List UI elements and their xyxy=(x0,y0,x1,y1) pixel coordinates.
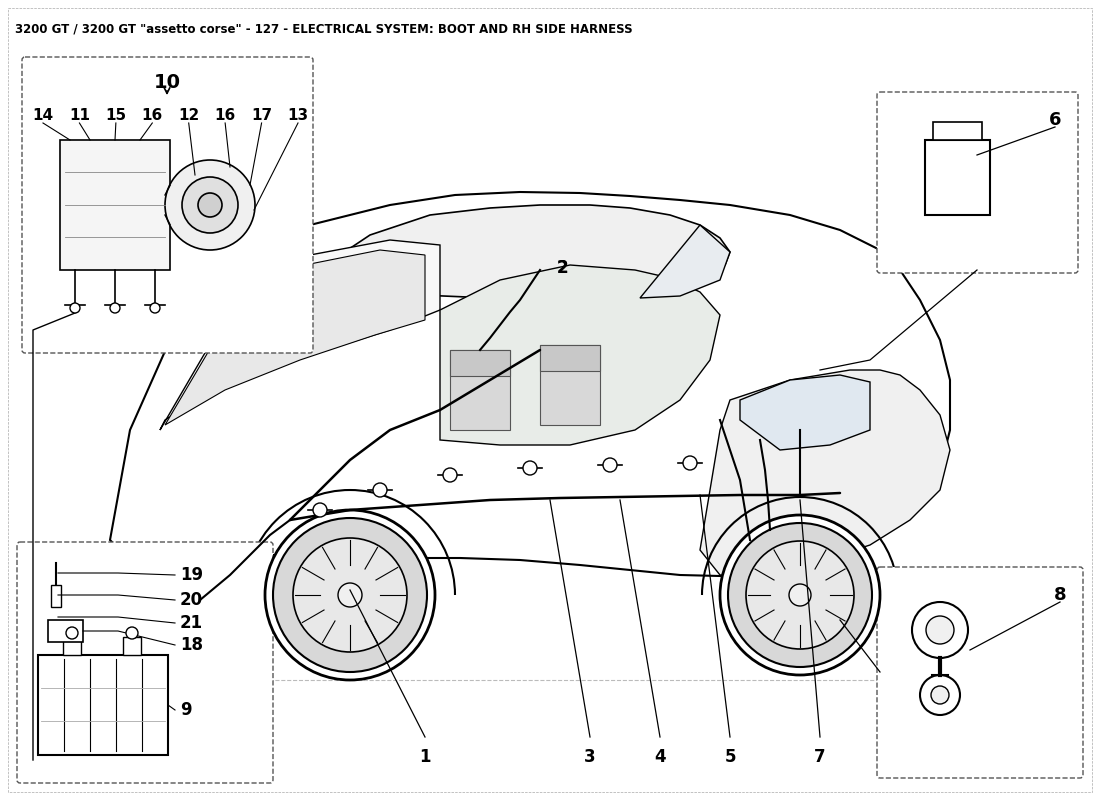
Polygon shape xyxy=(740,375,870,450)
Bar xyxy=(925,140,990,215)
Bar xyxy=(39,655,168,755)
Text: 19: 19 xyxy=(180,566,204,584)
Text: 14: 14 xyxy=(32,107,54,122)
FancyBboxPatch shape xyxy=(877,92,1078,273)
Circle shape xyxy=(110,303,120,313)
Polygon shape xyxy=(160,240,440,430)
Circle shape xyxy=(273,518,427,672)
Circle shape xyxy=(522,461,537,475)
Text: 12: 12 xyxy=(178,107,199,122)
Bar xyxy=(60,140,170,270)
Polygon shape xyxy=(165,250,425,425)
Text: 17: 17 xyxy=(251,107,272,122)
Text: eurospares: eurospares xyxy=(594,355,786,385)
Text: 11: 11 xyxy=(69,107,90,122)
Text: 2: 2 xyxy=(557,259,568,277)
Text: 10: 10 xyxy=(154,73,180,91)
Circle shape xyxy=(603,458,617,472)
Text: 6: 6 xyxy=(1048,111,1062,129)
Circle shape xyxy=(70,303,80,313)
Text: 3200 GT / 3200 GT "assetto corse" - 127 - ELECTRICAL SYSTEM: BOOT AND RH SIDE HA: 3200 GT / 3200 GT "assetto corse" - 127 … xyxy=(15,22,632,35)
Circle shape xyxy=(265,510,434,680)
Text: 4: 4 xyxy=(654,748,666,766)
Polygon shape xyxy=(440,265,720,445)
Circle shape xyxy=(314,503,327,517)
Text: 7: 7 xyxy=(814,748,826,766)
Text: 15: 15 xyxy=(106,107,127,122)
Circle shape xyxy=(198,193,222,217)
Polygon shape xyxy=(280,275,360,355)
Circle shape xyxy=(443,468,456,482)
Circle shape xyxy=(912,602,968,658)
Bar xyxy=(933,122,982,140)
Bar xyxy=(450,350,510,376)
Text: 21: 21 xyxy=(180,614,204,632)
FancyBboxPatch shape xyxy=(877,567,1084,778)
Circle shape xyxy=(683,456,697,470)
Text: eurospares: eurospares xyxy=(304,355,496,385)
Text: 8: 8 xyxy=(1054,586,1066,604)
Circle shape xyxy=(66,627,78,639)
Circle shape xyxy=(746,541,854,649)
Text: eurospares: eurospares xyxy=(304,515,496,545)
Circle shape xyxy=(165,160,255,250)
Text: 16: 16 xyxy=(142,107,163,122)
Bar xyxy=(540,345,600,425)
Bar xyxy=(48,620,82,642)
Text: 3: 3 xyxy=(584,748,596,766)
Circle shape xyxy=(931,686,949,704)
Polygon shape xyxy=(640,225,730,298)
Text: 9: 9 xyxy=(180,701,191,719)
FancyBboxPatch shape xyxy=(16,542,273,783)
Bar xyxy=(51,585,60,607)
Circle shape xyxy=(373,483,387,497)
Polygon shape xyxy=(110,192,950,576)
Circle shape xyxy=(920,675,960,715)
Polygon shape xyxy=(700,370,950,576)
Text: 18: 18 xyxy=(180,636,204,654)
Circle shape xyxy=(182,177,238,233)
Text: 5: 5 xyxy=(724,748,736,766)
Bar xyxy=(63,637,81,655)
Text: 1: 1 xyxy=(419,748,431,766)
Circle shape xyxy=(720,515,880,675)
Text: 2: 2 xyxy=(557,259,568,277)
Circle shape xyxy=(150,303,160,313)
Bar xyxy=(540,345,600,371)
Polygon shape xyxy=(280,205,730,350)
Circle shape xyxy=(338,583,362,607)
Circle shape xyxy=(293,538,407,652)
Text: eurospares: eurospares xyxy=(594,515,786,545)
Text: 20: 20 xyxy=(180,591,204,609)
Bar xyxy=(450,350,510,430)
Circle shape xyxy=(789,584,811,606)
Bar xyxy=(123,637,141,655)
Circle shape xyxy=(728,523,872,667)
Text: 16: 16 xyxy=(214,107,235,122)
Circle shape xyxy=(126,627,138,639)
FancyBboxPatch shape xyxy=(22,57,313,353)
Text: 13: 13 xyxy=(287,107,309,122)
Circle shape xyxy=(926,616,954,644)
